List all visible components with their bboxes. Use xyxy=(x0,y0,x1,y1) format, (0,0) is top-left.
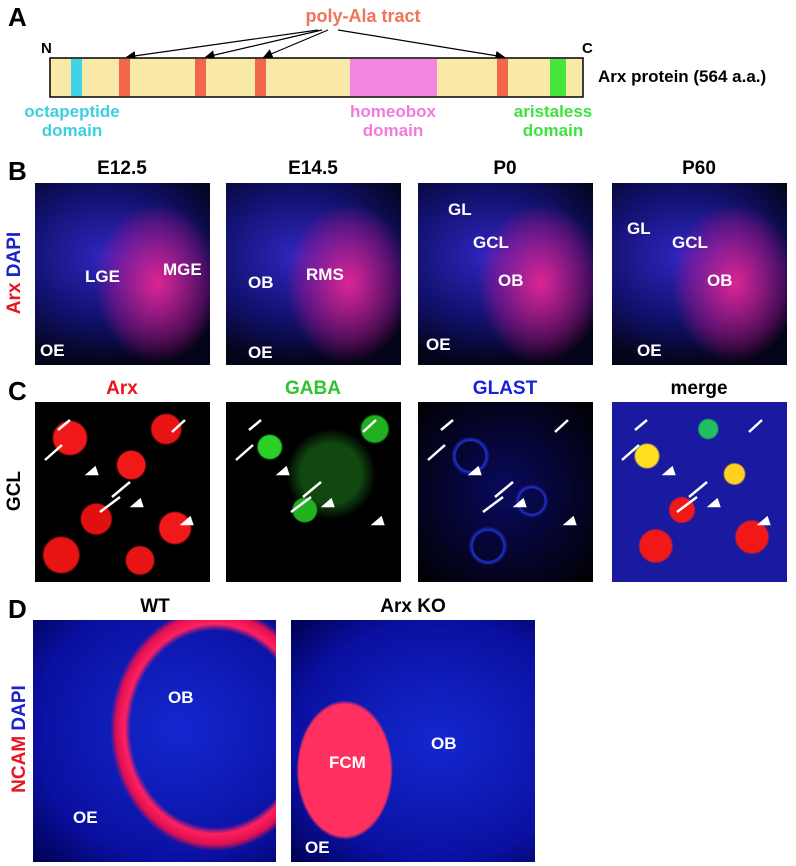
domain-label: octapeptide domain xyxy=(24,102,119,140)
region-label: OE xyxy=(426,335,451,354)
domain-label: aristaless domain xyxy=(514,102,592,140)
region-label: OB xyxy=(431,734,457,753)
image-title: E14.5 xyxy=(288,158,338,179)
micrograph: OB OE xyxy=(33,620,276,862)
region-label: FCM xyxy=(329,753,366,772)
micrograph: FCM OB OE xyxy=(291,620,535,862)
panel-label: B xyxy=(8,156,27,186)
region-label: GCL xyxy=(473,233,509,252)
image-title: GABA xyxy=(285,378,341,399)
domain-line: aristaless xyxy=(513,102,593,121)
image-title: Arx xyxy=(106,378,138,399)
region-label: OE xyxy=(637,341,662,360)
image-title: merge xyxy=(670,378,728,399)
image-title: WT xyxy=(140,596,170,617)
domain-line: octapeptide xyxy=(24,102,120,121)
micrograph xyxy=(35,402,210,582)
micrograph: LGE MGE OE xyxy=(35,183,210,365)
stain-label: NCAM DAPI xyxy=(9,684,31,794)
image-title: Arx KO xyxy=(380,596,446,617)
domain-line: homeobox xyxy=(350,102,436,121)
domain-line: domain xyxy=(362,121,424,140)
stain: Arx xyxy=(4,282,25,315)
panel-label: C xyxy=(8,376,27,406)
protein-label: Arx protein (564 a.a.) xyxy=(598,67,767,86)
region-label: OE xyxy=(73,808,98,827)
panel-label: D xyxy=(8,594,27,624)
stain: NCAM xyxy=(9,735,30,793)
domain-line: domain xyxy=(41,121,103,140)
micrograph xyxy=(418,402,593,582)
region-label: OE xyxy=(248,343,273,362)
stain: DAPI xyxy=(9,685,30,731)
stain-label: Arx DAPI xyxy=(4,228,26,318)
image-title: P0 xyxy=(493,158,517,179)
protein-diagram xyxy=(49,29,584,98)
image-title: GLAST xyxy=(472,378,538,399)
image-title: E12.5 xyxy=(97,158,147,179)
region-label: OB xyxy=(498,271,524,290)
domain-label: homeobox domain xyxy=(350,102,436,140)
arrow-set xyxy=(427,419,577,526)
micrograph xyxy=(612,402,787,582)
arrow-set xyxy=(235,419,385,526)
region-label: RMS xyxy=(306,265,344,284)
region-label: GCL xyxy=(672,233,708,252)
region-label: OE xyxy=(305,838,330,857)
region-label: GL xyxy=(448,200,472,219)
tract-label: poly-Ala tract xyxy=(305,6,421,26)
region-label: GL xyxy=(627,219,651,238)
region-label: OE xyxy=(40,341,65,360)
n-terminus: N xyxy=(41,40,52,57)
image-title: P60 xyxy=(682,158,716,179)
c-terminus: C xyxy=(582,40,593,57)
region-label: OB xyxy=(168,688,194,707)
region-label: OB xyxy=(248,273,274,292)
region-label: MGE xyxy=(163,260,202,279)
domain-line: domain xyxy=(522,121,584,140)
micrograph xyxy=(226,402,401,582)
micrograph: OB RMS OE xyxy=(226,183,401,365)
micrograph: GL GCL OB OE xyxy=(418,183,593,365)
arrow-set xyxy=(44,419,194,526)
micrograph: GL GCL OB OE xyxy=(612,183,787,365)
region-label: LGE xyxy=(85,267,120,286)
panel-label: A xyxy=(8,2,27,32)
arrow-set xyxy=(621,419,771,526)
region-label: OB xyxy=(707,271,733,290)
arrows-overlay xyxy=(44,419,771,526)
stain: DAPI xyxy=(4,231,25,278)
